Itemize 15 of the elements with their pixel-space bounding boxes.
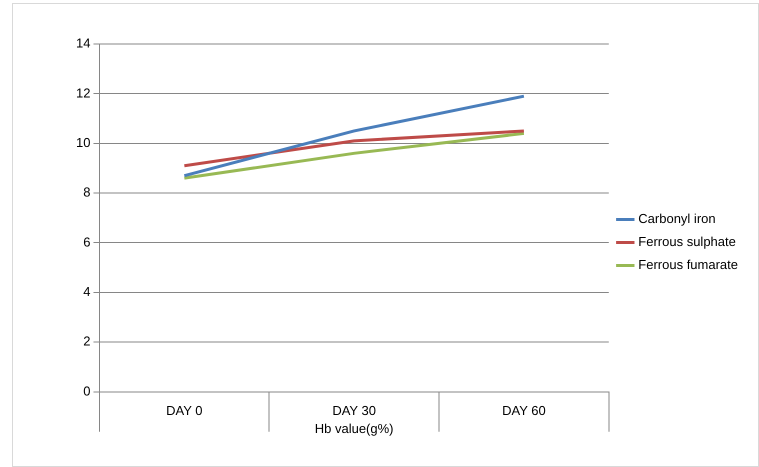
x-tick-label: DAY 0 xyxy=(166,403,203,418)
y-tick-label: 14 xyxy=(76,36,90,51)
y-tick-label: 6 xyxy=(83,234,90,250)
legend-label: Ferrous fumarate xyxy=(638,257,738,272)
y-tick-label: 2 xyxy=(83,334,90,349)
y-tick-label: 8 xyxy=(83,184,90,200)
y-tick-label: 10 xyxy=(76,134,90,150)
x-tick-label: DAY 30 xyxy=(332,403,376,418)
x-tick-label: DAY 60 xyxy=(502,403,546,418)
y-tick-label: 0 xyxy=(83,383,90,398)
legend-label: Carbonyl iron xyxy=(638,211,716,226)
x-axis-title: Hb value(g%) xyxy=(314,420,394,436)
legend-label: Ferrous sulphate xyxy=(638,234,736,250)
y-tick-label: 4 xyxy=(83,284,90,300)
y-tick-label: 12 xyxy=(76,85,90,100)
